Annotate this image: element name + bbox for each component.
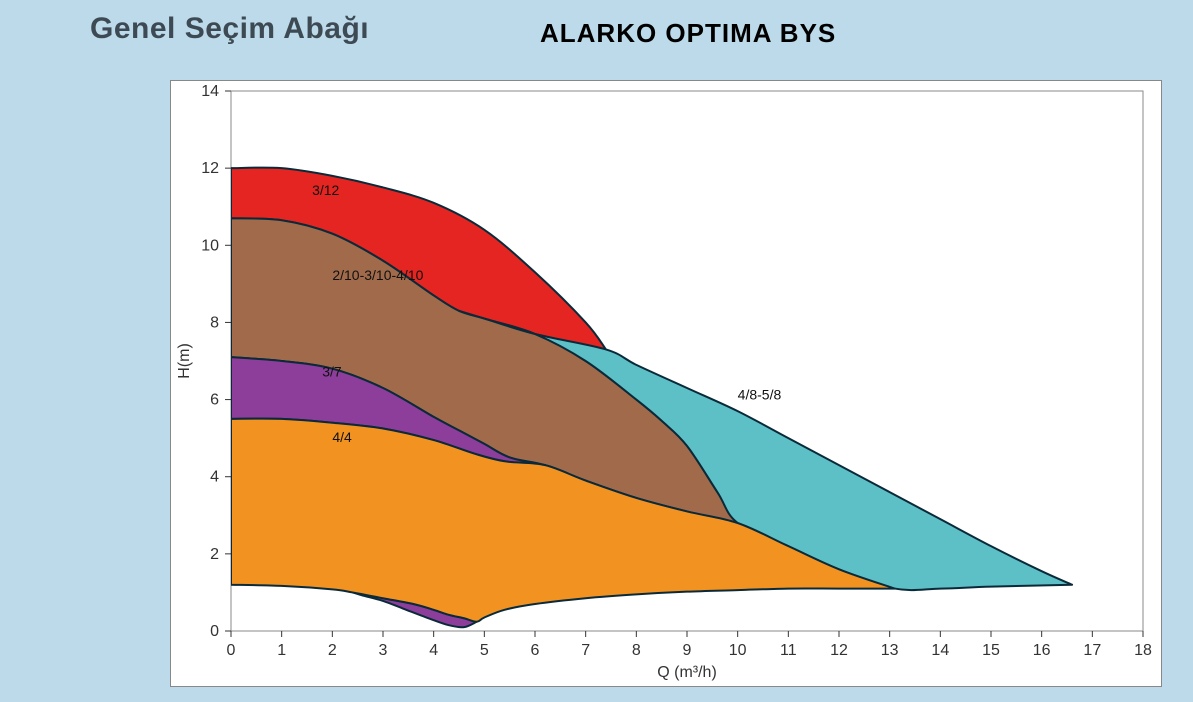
svg-text:17: 17 — [1083, 642, 1101, 659]
svg-text:14: 14 — [931, 642, 949, 659]
svg-text:16: 16 — [1033, 642, 1051, 659]
region-label: 3/12 — [312, 182, 339, 198]
svg-text:12: 12 — [201, 160, 219, 177]
svg-text:4: 4 — [429, 642, 438, 659]
svg-text:15: 15 — [982, 642, 1000, 659]
svg-text:2: 2 — [328, 642, 337, 659]
page-root: Genel Seçim Abağı ALARKO OPTIMA BYS 0123… — [0, 0, 1193, 702]
svg-text:9: 9 — [683, 642, 692, 659]
region-label: 4/8-5/8 — [738, 387, 782, 403]
region-label: 2/10-3/10-4/10 — [332, 267, 423, 283]
svg-text:10: 10 — [729, 642, 747, 659]
svg-text:10: 10 — [201, 237, 219, 254]
svg-text:0: 0 — [210, 623, 219, 640]
svg-text:11: 11 — [780, 642, 797, 659]
svg-text:H(m): H(m) — [176, 343, 193, 379]
region-label: 4/4 — [332, 429, 352, 445]
svg-text:2: 2 — [210, 546, 219, 563]
svg-text:8: 8 — [210, 314, 219, 331]
chart-container: 0123456789101112131415161718Q (m³/h)0246… — [170, 80, 1162, 687]
svg-text:Q (m³/h): Q (m³/h) — [657, 664, 717, 681]
svg-text:5: 5 — [480, 642, 489, 659]
svg-text:12: 12 — [830, 642, 848, 659]
brand-title: ALARKO OPTIMA BYS — [540, 18, 836, 49]
svg-text:6: 6 — [210, 392, 219, 409]
svg-text:6: 6 — [531, 642, 540, 659]
svg-text:1: 1 — [277, 642, 286, 659]
svg-text:14: 14 — [201, 83, 219, 100]
svg-text:13: 13 — [881, 642, 899, 659]
svg-text:3: 3 — [379, 642, 388, 659]
svg-text:7: 7 — [581, 642, 590, 659]
pump-selection-chart: 0123456789101112131415161718Q (m³/h)0246… — [171, 81, 1161, 686]
svg-text:0: 0 — [227, 642, 236, 659]
svg-text:8: 8 — [632, 642, 641, 659]
svg-text:4: 4 — [210, 469, 219, 486]
page-title: Genel Seçim Abağı — [90, 12, 369, 46]
svg-text:18: 18 — [1134, 642, 1152, 659]
region-label: 3/7 — [322, 363, 342, 379]
